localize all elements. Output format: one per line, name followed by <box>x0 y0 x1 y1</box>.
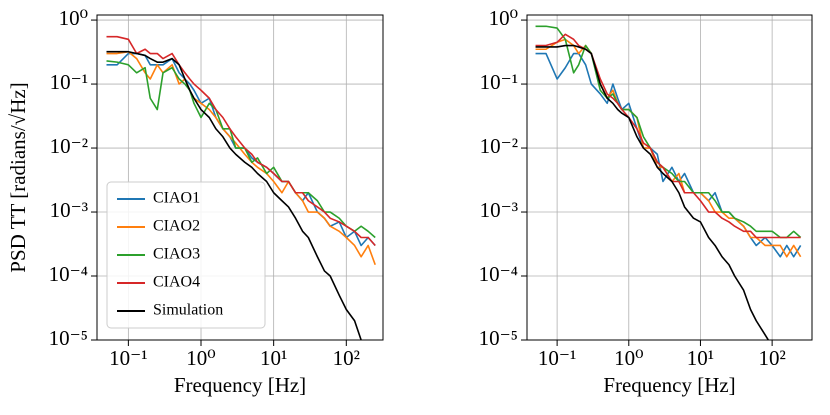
x-axis-label: Frequency [Hz] <box>174 373 306 397</box>
legend-box <box>106 181 266 329</box>
x-tick-label: 10² <box>758 346 785 370</box>
legend-label: Simulation <box>153 302 223 319</box>
x-tick-label: 10¹ <box>260 346 287 370</box>
y-tick-label: 10⁰ <box>59 6 88 30</box>
x-tick-label: 10¹ <box>687 346 714 370</box>
y-tick-label: 10⁻⁴ <box>479 262 518 286</box>
x-tick-label: 10⁰ <box>186 346 215 370</box>
x-tick-label: 10⁰ <box>614 346 643 370</box>
x-tick-label: 10⁻¹ <box>538 346 576 370</box>
x-axis-label: Frequency [Hz] <box>603 373 735 397</box>
y-axis-label: PSD TT [radians/√Hz] <box>6 82 30 272</box>
y-tick-label: 10⁻² <box>50 134 88 158</box>
legend-label: CIAO4 <box>153 274 200 291</box>
series-line <box>106 35 376 247</box>
y-tick-label: 10⁻⁵ <box>49 326 88 350</box>
y-tick-label: 10⁻⁵ <box>479 326 518 350</box>
axes-frame <box>96 14 384 341</box>
y-tick-label: 10⁰ <box>489 6 518 30</box>
legend-label: CIAO2 <box>153 218 200 235</box>
y-tick-label: 10⁻⁴ <box>49 262 88 286</box>
y-tick-label: 10⁻¹ <box>50 70 88 94</box>
plot-area <box>106 35 376 340</box>
series-line <box>535 33 801 239</box>
x-tick-label: 10² <box>333 346 360 370</box>
y-tick-label: 10⁻² <box>480 134 518 158</box>
y-tick-label: 10⁻³ <box>480 198 518 222</box>
series-line <box>535 44 770 340</box>
y-tick-label: 10⁻¹ <box>480 70 518 94</box>
legend-label: CIAO1 <box>153 190 200 207</box>
series-line <box>106 60 376 239</box>
axes-frame <box>526 14 813 341</box>
x-tick-label: 10⁻¹ <box>109 346 147 370</box>
series-line <box>106 50 363 340</box>
series-line <box>535 25 802 239</box>
plot-area <box>535 25 802 340</box>
y-tick-label: 10⁻³ <box>50 198 88 222</box>
legend-label: CIAO3 <box>153 246 200 263</box>
